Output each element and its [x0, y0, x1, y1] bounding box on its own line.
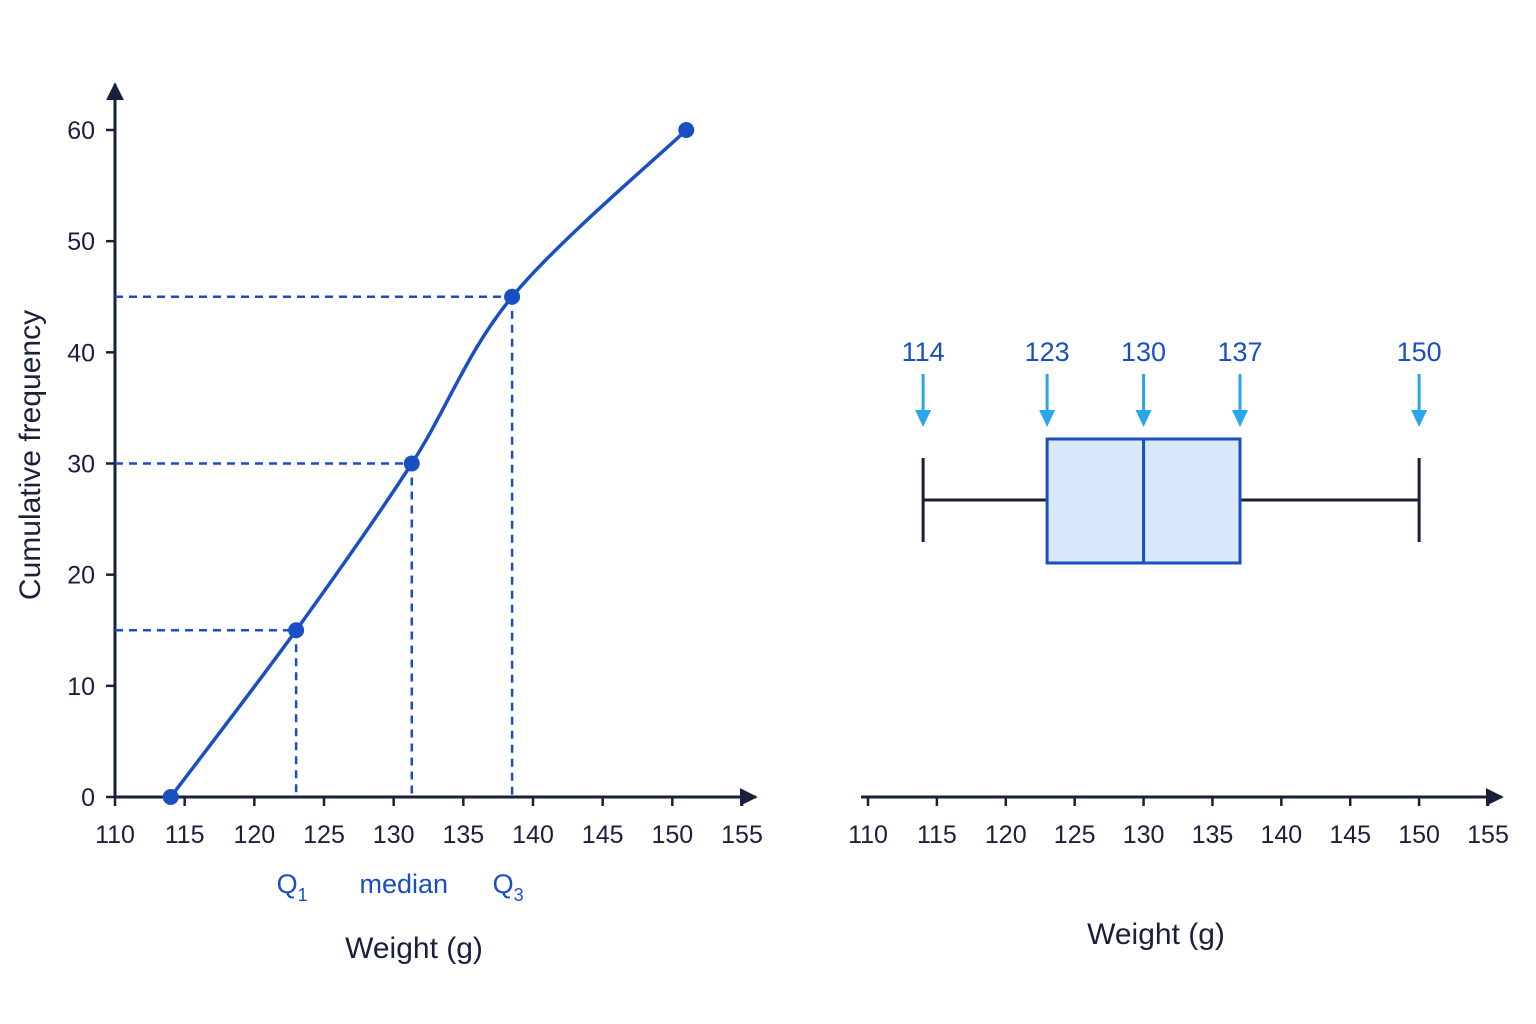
value-arrows: 114 123 130 137 150: [902, 337, 1442, 427]
boxplot-x-tick-label: 155: [1467, 821, 1509, 849]
value-label: 114: [902, 337, 945, 367]
cumulative-frequency-chart: 110 115 120 125 130 135 140 145 150 155 010203040…: [14, 82, 763, 965]
boxplot-x-ticks: 110 115 120 125 130 135 140 145 150 155: [848, 797, 1509, 849]
boxplot-x-tick-label: 150: [1398, 821, 1440, 849]
y-tick-label: 60: [67, 117, 95, 145]
value-arrow-head: [1411, 410, 1428, 427]
value-label: 137: [1217, 337, 1262, 367]
x-tick-label: 155: [721, 821, 763, 849]
boxplot-x-tick-label: 135: [1192, 821, 1234, 849]
quartile-subscript: 3: [514, 885, 524, 905]
value-label: 150: [1397, 337, 1442, 367]
boxplot-x-tick-label: 110: [848, 821, 888, 849]
curve-point: [288, 622, 305, 639]
quartile-label: median: [359, 869, 448, 899]
x-tick-label: 145: [582, 821, 624, 849]
quartile-subscript: 1: [298, 885, 308, 905]
boxplot-x-tick-label: 125: [1054, 821, 1096, 849]
box-plot: 110 115 120 125 130 135 140 145 150 155 114 123 130…: [848, 337, 1509, 951]
quartile-labels: Q1 median Q3: [277, 869, 524, 905]
y-axis-title: Cumulative frequency: [14, 310, 47, 600]
curve-point: [403, 455, 420, 472]
y-tick-label: 20: [67, 562, 95, 590]
boxplot-x-axis-title: Weight (g): [1087, 918, 1225, 951]
x-tick-label: 130: [373, 821, 415, 849]
curve-point: [678, 122, 695, 138]
y-ticks: 0 10 20 30 40 50 60: [67, 117, 115, 812]
x-tick-label: 140: [512, 821, 554, 849]
quartile-label: Q1: [277, 869, 308, 905]
curve-point: [162, 789, 179, 805]
value-arrow-head: [1135, 410, 1152, 427]
boxplot-x-tick-label: 115: [917, 821, 957, 849]
y-tick-label: 40: [67, 339, 95, 367]
x-tick-label: 125: [303, 821, 345, 849]
boxplot-body: [921, 437, 1421, 565]
x-ticks: 110 115 120 125 130 135 140 145 150 155: [95, 797, 763, 849]
curve-points: [162, 122, 695, 805]
quartile-label: Q3: [493, 869, 524, 905]
boxplot-x-tick-label: 145: [1329, 821, 1371, 849]
y-tick-label: 10: [67, 673, 95, 701]
x-tick-label: 150: [651, 821, 693, 849]
x-tick-label: 115: [165, 821, 205, 849]
x-tick-label: 120: [233, 821, 275, 849]
quartile-guides: [115, 295, 514, 797]
y-tick-label: 50: [67, 228, 95, 256]
x-axis-title: Weight (g): [345, 932, 483, 965]
value-label: 130: [1121, 337, 1166, 367]
value-arrow-head: [915, 410, 932, 427]
y-tick-label: 30: [67, 451, 95, 479]
y-tick-label: 0: [81, 784, 95, 812]
x-tick-label: 135: [442, 821, 484, 849]
value-label: 123: [1025, 337, 1070, 367]
curve-point: [504, 288, 521, 305]
value-arrow-head: [1039, 410, 1056, 427]
boxplot-x-tick-label: 130: [1123, 821, 1165, 849]
x-tick-label: 110: [95, 821, 135, 849]
boxplot-x-tick-label: 120: [985, 821, 1027, 849]
value-arrow-head: [1232, 410, 1248, 427]
boxplot-x-tick-label: 140: [1260, 821, 1302, 849]
